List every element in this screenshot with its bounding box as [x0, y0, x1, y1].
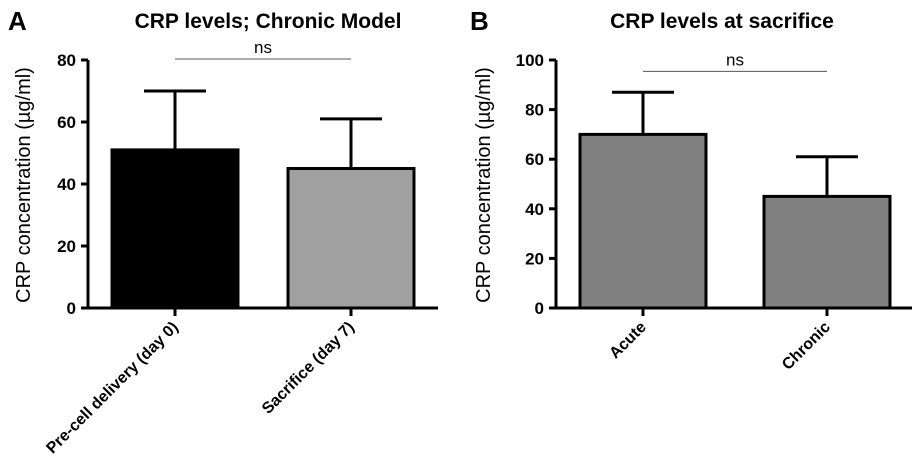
y-tick-label-b: 0 [535, 299, 544, 318]
panel-letter-b: B [470, 6, 489, 36]
bar-b [762, 194, 892, 310]
y-tick-label-b: 20 [525, 249, 544, 268]
y-tick-label-b: 60 [525, 150, 544, 169]
y-tick-label-b: 100 [516, 51, 544, 70]
y-tick-label-a: 20 [57, 237, 76, 256]
category-label-b: Acute [606, 319, 650, 363]
bar-b [578, 132, 708, 310]
y-tick-label-a: 60 [57, 113, 76, 132]
y-tick-label-b: 80 [525, 101, 544, 120]
y-tick-label-a: 80 [57, 51, 76, 70]
y-axis-label-b: CRP concentration (µg/ml) [473, 67, 495, 303]
y-axis-label-a: CRP concentration (µg/ml) [13, 67, 35, 303]
chart-title-a: CRP levels; Chronic Model [135, 10, 402, 33]
significance-label-b: ns [726, 50, 744, 69]
bar-a [110, 148, 240, 310]
chart-panel-a: A CRP levels; Chronic Model CRP concentr… [8, 6, 438, 457]
category-label-a: Sacrifice (day 7) [259, 319, 358, 418]
panel-letter-a: A [8, 6, 27, 36]
category-label-b: Chronic [779, 319, 834, 374]
y-tick-label-a: 40 [57, 175, 76, 194]
y-tick-label-a: 0 [67, 299, 76, 318]
chart-title-b: CRP levels at sacrifice [610, 10, 834, 33]
category-label-a: Pre-cell delivery (day 0) [43, 319, 181, 457]
bar-a [286, 167, 416, 310]
significance-label-a: ns [254, 38, 272, 57]
y-tick-label-b: 40 [525, 200, 544, 219]
chart-panel-b: B CRP levels at sacrifice CRP concentrat… [470, 6, 912, 374]
